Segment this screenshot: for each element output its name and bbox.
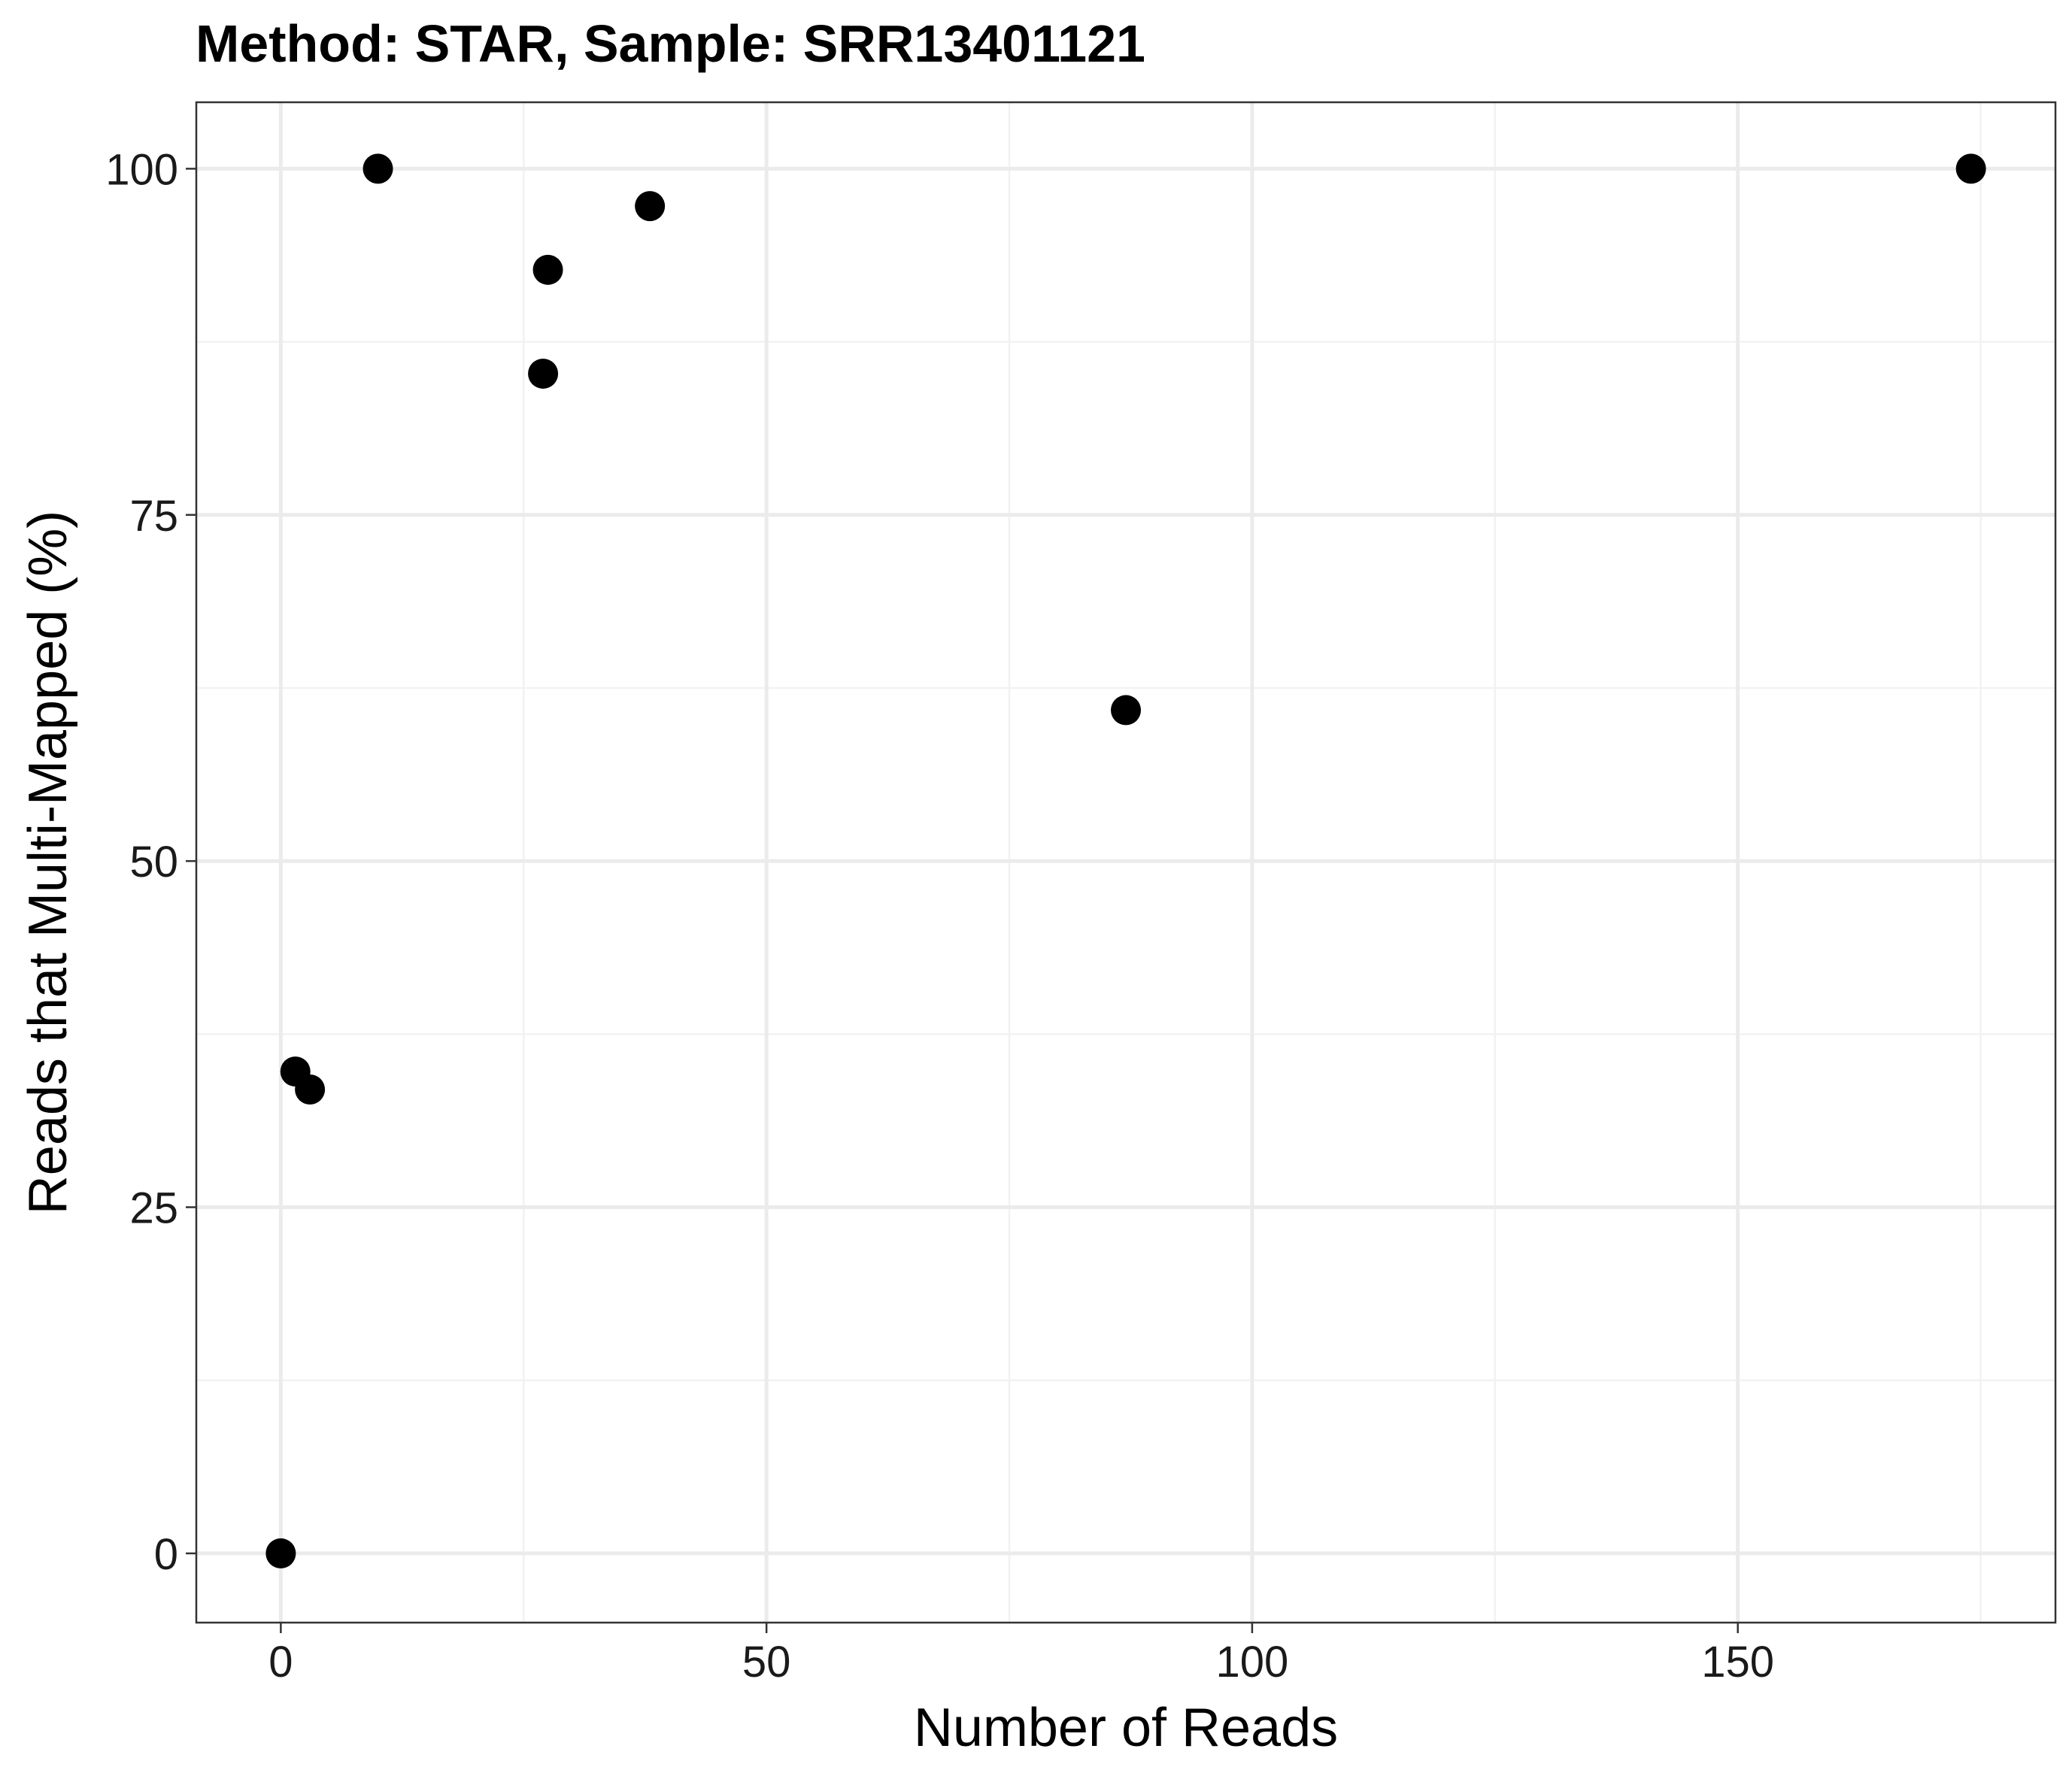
chart-title: Method: STAR, Sample: SRR13401121 — [196, 14, 1145, 73]
data-point — [265, 1538, 296, 1568]
y-tick-label: 25 — [129, 1184, 178, 1233]
x-tick-label: 50 — [742, 1638, 791, 1687]
x-tick-label: 0 — [268, 1638, 293, 1687]
y-axis-title: Reads that Multi-Mapped (%) — [18, 511, 78, 1214]
y-axis-ticks: 0 25 50 75 100 — [105, 145, 196, 1579]
data-point — [363, 153, 393, 184]
data-point — [528, 358, 559, 389]
plot-panel — [195, 101, 2057, 1624]
data-points — [265, 153, 1986, 1568]
x-tick-label: 100 — [1216, 1638, 1289, 1687]
data-point — [635, 191, 666, 222]
data-point — [1111, 695, 1141, 726]
x-axis-title: Number of Reads — [914, 1698, 1338, 1758]
x-axis-ticks: 0 50 100 150 — [268, 1623, 1774, 1687]
data-point — [532, 254, 563, 285]
y-tick-label: 50 — [129, 838, 178, 886]
data-point — [1955, 153, 1986, 184]
y-tick-label: 0 — [154, 1530, 178, 1579]
grid-lines — [196, 102, 2055, 1623]
y-tick-label: 100 — [105, 145, 178, 194]
x-tick-label: 150 — [1701, 1638, 1774, 1687]
data-point — [295, 1074, 326, 1105]
y-tick-label: 75 — [129, 492, 178, 541]
